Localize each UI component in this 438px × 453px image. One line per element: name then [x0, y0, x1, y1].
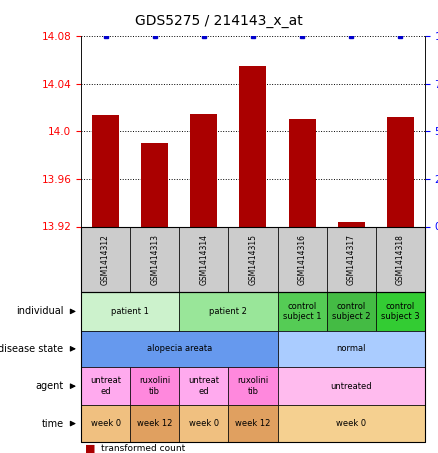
Text: control
subject 3: control subject 3	[381, 302, 420, 321]
Text: transformed count: transformed count	[101, 444, 185, 453]
Text: GSM1414318: GSM1414318	[396, 234, 405, 285]
Text: week 12: week 12	[137, 419, 173, 428]
Text: ruxolini
tib: ruxolini tib	[139, 376, 170, 396]
Text: untreat
ed: untreat ed	[90, 376, 121, 396]
Bar	[240, 66, 266, 226]
Text: GSM1414313: GSM1414313	[150, 234, 159, 285]
Bar	[92, 115, 119, 226]
Text: GSM1414315: GSM1414315	[248, 234, 258, 285]
Text: control
subject 2: control subject 2	[332, 302, 371, 321]
Text: control
subject 1: control subject 1	[283, 302, 321, 321]
Bar	[387, 117, 414, 226]
Bar	[338, 222, 365, 226]
Text: time: time	[41, 419, 64, 429]
Text: GDS5275 / 214143_x_at: GDS5275 / 214143_x_at	[135, 14, 303, 28]
Text: alopecia areata: alopecia areata	[147, 344, 212, 353]
Text: patient 1: patient 1	[111, 307, 149, 316]
Text: untreat
ed: untreat ed	[188, 376, 219, 396]
Text: week 0: week 0	[189, 419, 219, 428]
Text: disease state: disease state	[0, 344, 64, 354]
Text: patient 2: patient 2	[209, 307, 247, 316]
Text: ruxolini
tib: ruxolini tib	[237, 376, 268, 396]
Text: GSM1414312: GSM1414312	[101, 234, 110, 285]
Text: GSM1414316: GSM1414316	[297, 234, 307, 285]
Text: ■: ■	[85, 443, 96, 453]
Bar	[141, 143, 168, 226]
Text: individual: individual	[16, 306, 64, 317]
Text: agent: agent	[35, 381, 64, 391]
Text: week 0: week 0	[336, 419, 366, 428]
Text: GSM1414317: GSM1414317	[347, 234, 356, 285]
Text: week 12: week 12	[235, 419, 271, 428]
Bar	[289, 120, 315, 226]
Text: normal: normal	[336, 344, 366, 353]
Text: GSM1414314: GSM1414314	[199, 234, 208, 285]
Text: week 0: week 0	[91, 419, 120, 428]
Bar	[191, 114, 217, 226]
Text: untreated: untreated	[330, 382, 372, 390]
